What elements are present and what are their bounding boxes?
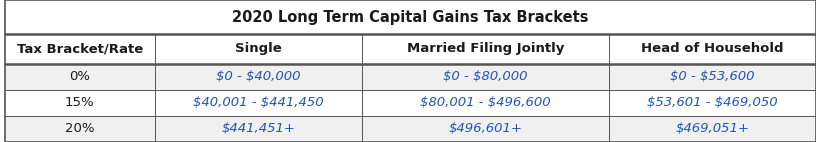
Text: \$496,601+: \$496,601+ — [448, 123, 522, 135]
Text: \$0 - \$40,000: \$0 - \$40,000 — [216, 70, 300, 83]
Text: 20%: 20% — [65, 123, 95, 135]
Text: \$80,001 - \$496,600: \$80,001 - \$496,600 — [420, 96, 551, 109]
Text: \$441,451+: \$441,451+ — [221, 123, 295, 135]
Text: 15%: 15% — [64, 96, 95, 109]
Bar — [5, 34, 816, 64]
Bar — [5, 0, 816, 34]
Text: \$53,601 - \$469,050: \$53,601 - \$469,050 — [647, 96, 778, 109]
Text: Married Filing Jointly: Married Filing Jointly — [406, 42, 564, 56]
Bar — [5, 64, 816, 90]
Bar — [5, 90, 816, 116]
Text: 2020 Long Term Capital Gains Tax Brackets: 2020 Long Term Capital Gains Tax Bracket… — [232, 10, 588, 25]
Text: 0%: 0% — [69, 70, 91, 83]
Text: Head of Household: Head of Household — [641, 42, 784, 56]
Text: \$0 - \$80,000: \$0 - \$80,000 — [443, 70, 528, 83]
Text: Single: Single — [235, 42, 282, 56]
Text: \$0 - \$53,600: \$0 - \$53,600 — [670, 70, 755, 83]
Text: \$40,001 - \$441,450: \$40,001 - \$441,450 — [193, 96, 323, 109]
Text: Tax Bracket/Rate: Tax Bracket/Rate — [16, 42, 143, 56]
Bar — [5, 116, 816, 142]
Text: \$469,051+: \$469,051+ — [676, 123, 750, 135]
